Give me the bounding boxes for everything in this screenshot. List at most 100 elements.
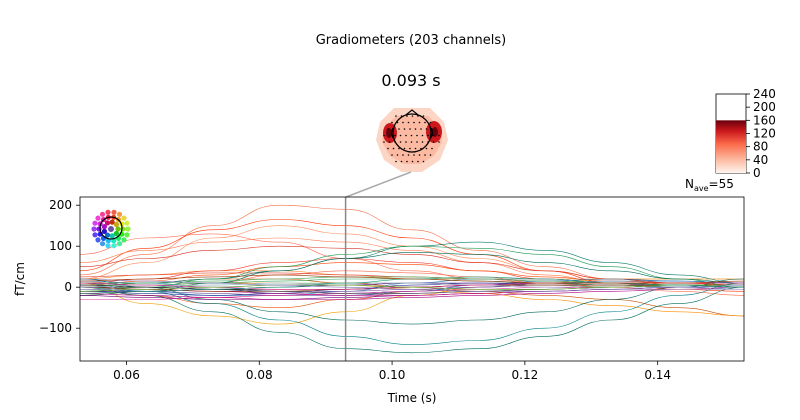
channel-trace	[80, 282, 744, 345]
channel-trace	[80, 284, 744, 292]
channel-trace	[80, 262, 744, 286]
axes-frame	[79, 196, 745, 362]
sensor-dot	[388, 141, 391, 143]
x-tick-label: 0.10	[379, 368, 406, 382]
sensor-dot	[429, 121, 432, 124]
sensor-legend-dot	[92, 232, 98, 238]
sensor-dot	[418, 154, 421, 156]
sensor-dot	[422, 160, 425, 163]
sensor-dot	[398, 128, 400, 130]
sensor-dot	[391, 154, 393, 156]
y-tick-label: 200	[49, 198, 72, 212]
x-tick-label: 0.14	[644, 368, 671, 382]
x-axis-label: Time (s)	[387, 391, 437, 405]
sensor-dot	[403, 147, 406, 150]
sensor-legend-dot	[99, 241, 106, 247]
nave-label: Nave=55	[685, 177, 734, 193]
sensor-dot	[416, 141, 418, 143]
sensor-dot	[424, 121, 426, 124]
channel-trace	[80, 278, 744, 325]
channel-trace	[80, 219, 744, 292]
sensor-dot	[387, 147, 389, 150]
sensor-dot	[416, 134, 418, 137]
colorbar-tick-label: 0	[753, 166, 761, 180]
topomap-right-core	[432, 127, 438, 137]
sensor-dot	[399, 141, 402, 143]
sensor-dot	[414, 147, 417, 150]
y-tick-label: 100	[49, 239, 72, 253]
colorbar-tick-label: 120	[753, 127, 776, 141]
sensor-dot	[413, 121, 415, 124]
sensor-dot	[411, 160, 414, 163]
x-tick-label: 0.12	[512, 368, 539, 382]
time-title: 0.093 s	[381, 71, 440, 90]
sensor-legend-dot	[108, 226, 114, 232]
sensor-legend-dot	[92, 220, 98, 226]
sensor-dot	[410, 134, 413, 137]
sensor-dot	[425, 147, 428, 150]
sensor-dot	[432, 134, 435, 137]
sensor-dot	[421, 141, 424, 143]
sensor-dot	[411, 115, 414, 117]
evoked-traces	[80, 204, 744, 354]
sensor-dot	[395, 160, 397, 163]
colorbar-tick-label: 240	[753, 87, 776, 101]
sensor-dot	[420, 128, 422, 130]
colorbar-tick-label: 200	[753, 100, 776, 114]
topomap-left-core	[386, 128, 392, 138]
channel-trace	[80, 233, 744, 284]
sensor-dot	[438, 134, 440, 137]
sensor-dot	[402, 154, 404, 156]
sensor-legend-head	[99, 216, 123, 240]
sensor-dot	[431, 147, 433, 150]
sensor-dot	[395, 115, 397, 117]
sensor-legend-dot	[104, 232, 111, 238]
sensor-dot	[432, 141, 435, 143]
colorbar-tick-label: 40	[753, 153, 768, 167]
sensor-legend-dot	[124, 220, 130, 226]
sensor-color-legend	[91, 209, 131, 249]
sensor-legend-dot	[95, 215, 101, 221]
channel-trace	[80, 278, 744, 292]
evoked-axes: 0.06 0.08 0.10 0.12 0.14 −100 0 100 200 Time (s…	[13, 196, 745, 405]
sensor-legend-dot	[99, 211, 106, 217]
sensor-legend-dot	[115, 226, 121, 232]
colorbar-gradient	[716, 120, 746, 173]
sensor-dot	[398, 147, 400, 150]
channel-trace	[80, 274, 744, 284]
head-nose	[405, 109, 419, 116]
sensor-dot	[438, 141, 440, 143]
channel-trace	[80, 286, 744, 300]
sensor-dot	[424, 154, 426, 156]
sensor-legend-dot	[125, 226, 131, 232]
sensor-dot	[387, 128, 389, 130]
colorbar-tick-label: 80	[753, 140, 768, 154]
topomap-sensors	[383, 115, 440, 163]
sensor-dot	[383, 141, 385, 143]
sensor-dot	[418, 121, 421, 124]
sensor-legend-dot	[104, 220, 111, 226]
sensor-dot	[383, 134, 385, 137]
topomap-connector	[345, 171, 412, 198]
sensor-legend-dot	[101, 224, 107, 230]
sensor-legend-dot	[91, 226, 97, 232]
sensor-dot	[413, 154, 415, 156]
sensor-legend-dot	[105, 243, 111, 249]
sensor-legend-dot	[113, 230, 119, 237]
sensor-dot	[427, 134, 429, 137]
sensor-legend-dot	[95, 237, 101, 243]
sensor-legend-dot	[111, 243, 117, 249]
sensor-dot	[425, 128, 428, 130]
sensor-dot	[409, 128, 411, 130]
sensor-dot	[407, 121, 410, 124]
sensor-dot	[409, 147, 411, 150]
y-tick-label: −100	[39, 321, 72, 335]
sensor-legend-dot	[111, 209, 117, 215]
sensor-dot	[396, 154, 399, 156]
sensor-dot	[399, 134, 402, 137]
y-tick-label: 0	[64, 280, 72, 294]
y-axis-label: fT/cm	[13, 262, 27, 296]
sensor-dot	[410, 141, 413, 143]
